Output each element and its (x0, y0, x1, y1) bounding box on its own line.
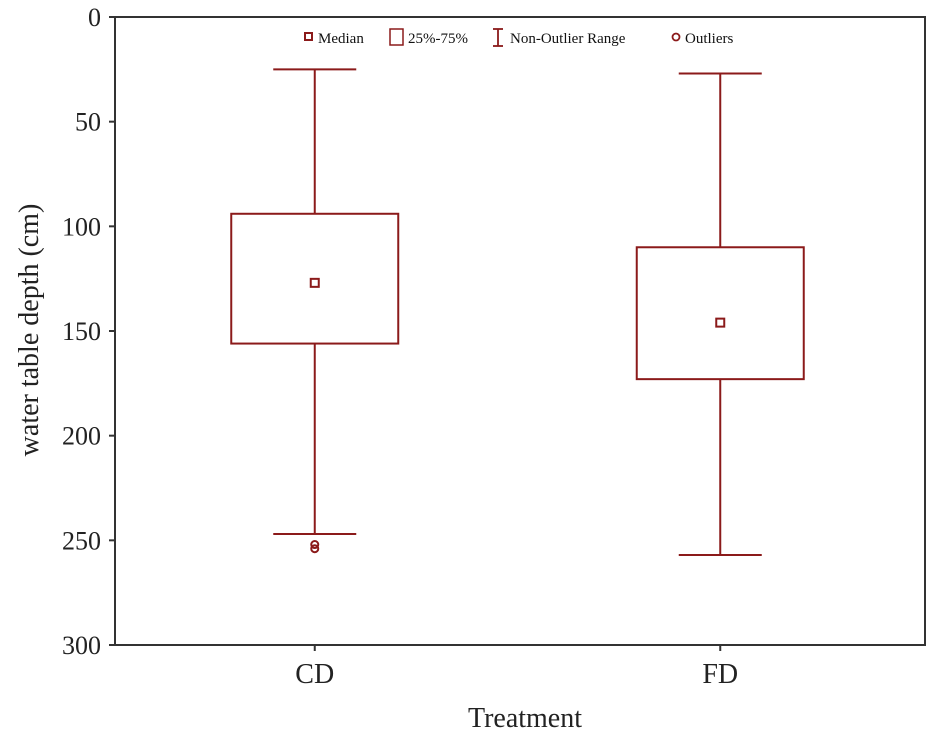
x-tick-label: CD (295, 659, 334, 690)
legend-outlier-label: Outliers (685, 31, 733, 47)
y-axis: 0 50 100 150 200 250 300 (62, 3, 115, 660)
outlier-point (310, 544, 320, 554)
box-cd (230, 68, 400, 554)
x-axis: CD FD (295, 645, 738, 690)
y-tick-label: 150 (62, 317, 101, 346)
box-fd (635, 72, 805, 556)
legend-whisker-label: Non-Outlier Range (510, 31, 626, 47)
legend: Median 25%-75% Non-Outlier Range Outlier… (304, 28, 733, 47)
iqr-box (635, 246, 805, 381)
y-tick-label: 50 (75, 108, 101, 137)
outlier-point (310, 540, 320, 550)
legend-box-icon (389, 28, 404, 46)
legend-outlier-icon (671, 32, 681, 42)
legend-whisker-icon (493, 28, 503, 47)
legend-median-label: Median (318, 31, 364, 47)
y-tick-label: 100 (62, 212, 101, 241)
y-tick-label: 200 (62, 422, 101, 451)
y-tick-label: 300 (62, 631, 101, 660)
x-tick-label: FD (702, 659, 738, 690)
y-tick-label: 250 (62, 526, 101, 555)
iqr-box (230, 212, 400, 345)
median-marker (309, 277, 320, 288)
x-axis-title: Treatment (468, 703, 582, 731)
boxes (230, 68, 805, 556)
legend-box-label: 25%-75% (408, 31, 468, 47)
y-axis-title: water table depth (cm) (14, 204, 45, 457)
legend-median-icon (304, 32, 313, 41)
median-marker (715, 317, 726, 328)
y-tick-label: 0 (88, 3, 101, 32)
